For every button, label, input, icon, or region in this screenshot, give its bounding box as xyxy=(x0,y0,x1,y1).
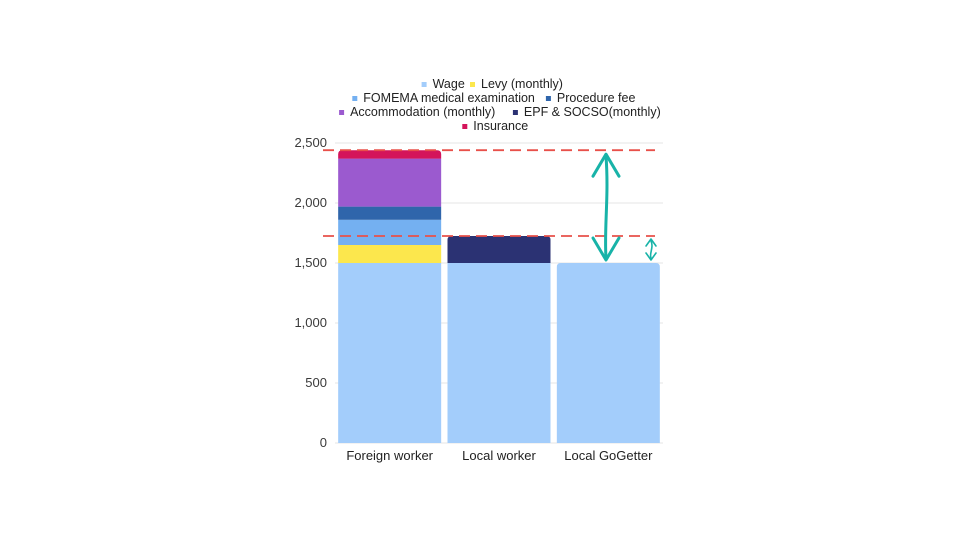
legend-item: Accommodation (monthly) xyxy=(339,105,495,119)
x-tick-label: Local GoGetter xyxy=(564,448,653,463)
legend-label: Levy (monthly) xyxy=(481,77,563,91)
legend-swatch xyxy=(421,82,427,87)
legend-label: Accommodation (monthly) xyxy=(350,105,495,119)
legend-item: Wage xyxy=(421,77,465,91)
reference-lines xyxy=(323,149,655,237)
legend-item: Insurance xyxy=(462,119,528,133)
legend-label: Wage xyxy=(433,77,465,91)
y-tick-label: 500 xyxy=(305,375,327,390)
y-axis: 0 500 1,000 1,500 2,000 2,500 xyxy=(294,135,327,450)
legend-swatch xyxy=(470,82,475,87)
legend-swatch xyxy=(512,110,518,115)
bar-segment xyxy=(338,206,442,220)
legend-item: EPF & SOCSO(monthly) xyxy=(512,105,661,119)
y-tick-label: 2,000 xyxy=(294,195,327,210)
y-tick-label: 2,500 xyxy=(294,135,327,150)
bar-segment xyxy=(338,219,442,245)
bar-segment xyxy=(338,150,442,159)
legend-item: FOMEMA medical examination xyxy=(352,91,535,105)
legend-swatch xyxy=(545,96,551,101)
y-tick-label: 1,000 xyxy=(294,315,327,330)
bar-segment xyxy=(447,263,551,443)
y-tick-label: 1,500 xyxy=(294,255,327,270)
legend-label: Procedure fee xyxy=(557,91,636,105)
arrow-annotations xyxy=(591,152,657,262)
double-arrow xyxy=(645,238,657,261)
x-tick-label: Foreign worker xyxy=(346,448,433,463)
legend-swatch xyxy=(339,110,345,115)
x-tick-label: Local worker xyxy=(462,448,536,463)
legend-swatch xyxy=(462,124,468,129)
legend-label: FOMEMA medical examination xyxy=(363,91,535,105)
double-arrow xyxy=(591,152,621,262)
bar-segment xyxy=(338,158,442,207)
bar-segment xyxy=(556,263,660,443)
bar-segment xyxy=(447,236,551,263)
bar-segment xyxy=(338,263,442,443)
legend-item: Procedure fee xyxy=(545,91,636,105)
legend: Wage Levy (monthly)FOMEMA medical examina… xyxy=(339,77,661,133)
legend-swatch xyxy=(352,96,358,101)
legend-item: Levy (monthly) xyxy=(470,77,563,91)
x-axis: Foreign worker Local worker Local GoGetter xyxy=(346,448,653,463)
legend-label: Insurance xyxy=(473,119,528,133)
bars xyxy=(338,150,660,443)
y-tick-label: 0 xyxy=(320,435,327,450)
legend-label: EPF & SOCSO(monthly) xyxy=(524,105,661,119)
bar-segment xyxy=(338,245,442,263)
